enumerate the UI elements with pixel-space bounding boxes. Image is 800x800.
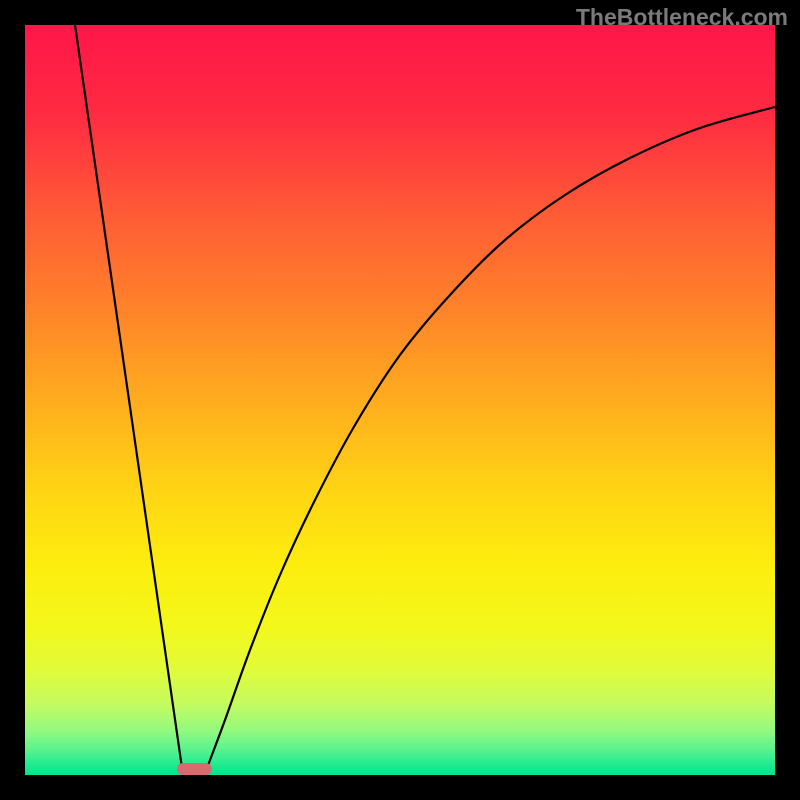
bottleneck-marker <box>177 763 212 775</box>
plot-background <box>25 25 775 775</box>
watermark-text: TheBottleneck.com <box>576 4 788 31</box>
chart-container: TheBottleneck.com <box>0 0 800 800</box>
bottleneck-chart <box>0 0 800 800</box>
